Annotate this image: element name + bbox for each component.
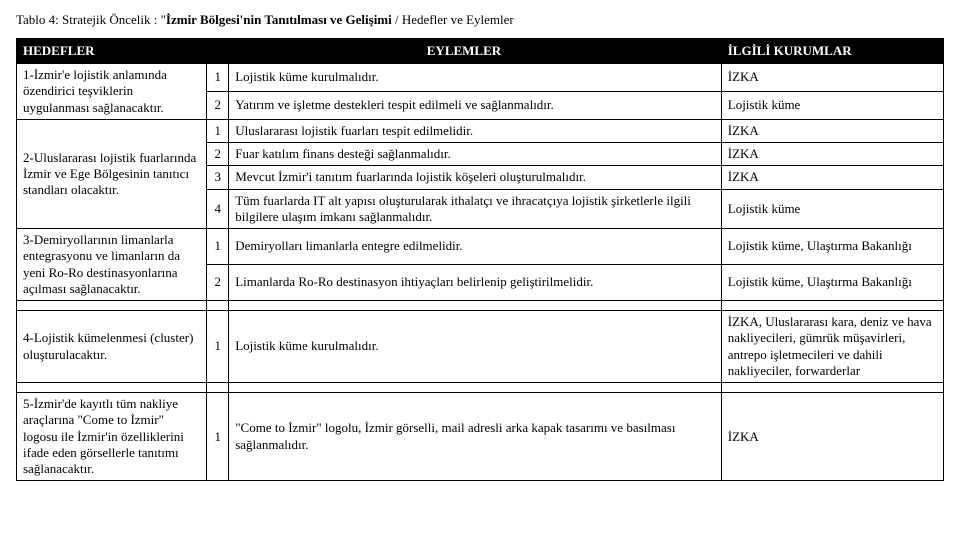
institution-text: Lojistik küme, Ulaştırma Bakanlığı [721,265,943,301]
action-text: Yatırım ve işletme destekleri tespit edi… [229,91,722,119]
header-hedefler: HEDEFLER [17,39,207,64]
header-ilgili: İLGİLİ KURUMLAR [721,39,943,64]
action-number: 1 [207,311,229,383]
action-number: 1 [207,64,229,92]
action-text: Fuar katılım finans desteği sağlanmalıdı… [229,143,722,166]
action-number: 2 [207,265,229,301]
goal-cell: 4-Lojistik kümelenmesi (cluster) oluştur… [17,311,207,383]
action-text: Lojistik küme kurulmalıdır. [229,311,722,383]
caption-prefix: Tablo 4: Stratejik Öncelik : " [16,12,166,27]
table-caption: Tablo 4: Stratejik Öncelik : "İzmir Bölg… [16,12,944,28]
spacer-row [17,383,944,393]
action-number: 4 [207,189,229,229]
action-text: "Come to İzmir" logolu, İzmir görselli, … [229,393,722,481]
institution-text: İZKA [721,64,943,92]
action-number: 1 [207,229,229,265]
action-text: Uluslararası lojistik fuarları tespit ed… [229,119,722,142]
institution-text: İZKA [721,143,943,166]
caption-bold: İzmir Bölgesi'nin Tanıtılması ve Gelişim… [166,12,392,27]
spacer-row [17,301,944,311]
institution-text: Lojistik küme [721,189,943,229]
goal-cell: 3-Demiryollarının limanlarla entegrasyon… [17,229,207,301]
goal-cell: 2-Uluslararası lojistik fuarlarında İzmi… [17,119,207,228]
table-row: 1-İzmir'e lojistik anlamında özendirici … [17,64,944,92]
action-text: Mevcut İzmir'i tanıtım fuarlarında lojis… [229,166,722,189]
action-text: Limanlarda Ro-Ro destinasyon ihtiyaçları… [229,265,722,301]
institution-text: İZKA, Uluslararası kara, deniz ve hava n… [721,311,943,383]
action-number: 2 [207,143,229,166]
institution-text: İZKA [721,393,943,481]
goal-cell: 1-İzmir'e lojistik anlamında özendirici … [17,64,207,120]
action-number: 3 [207,166,229,189]
institution-text: İZKA [721,166,943,189]
table-row: 2-Uluslararası lojistik fuarlarında İzmi… [17,119,944,142]
action-text: Demiryolları limanlarla entegre edilmeli… [229,229,722,265]
institution-text: Lojistik küme [721,91,943,119]
caption-suffix: / Hedefler ve Eylemler [392,12,514,27]
action-text: Tüm fuarlarda IT alt yapısı oluşturulara… [229,189,722,229]
institution-text: Lojistik küme, Ulaştırma Bakanlığı [721,229,943,265]
goal-cell: 5-İzmir'de kayıtlı tüm nakliye araçların… [17,393,207,481]
table-row: 4-Lojistik kümelenmesi (cluster) oluştur… [17,311,944,383]
header-eylemler: EYLEMLER [207,39,722,64]
action-number: 1 [207,393,229,481]
strategic-table: HEDEFLER EYLEMLER İLGİLİ KURUMLAR 1-İzmi… [16,38,944,481]
table-header-row: HEDEFLER EYLEMLER İLGİLİ KURUMLAR [17,39,944,64]
table-row: 3-Demiryollarının limanlarla entegrasyon… [17,229,944,265]
action-number: 1 [207,119,229,142]
institution-text: İZKA [721,119,943,142]
table-row: 5-İzmir'de kayıtlı tüm nakliye araçların… [17,393,944,481]
action-number: 2 [207,91,229,119]
action-text: Lojistik küme kurulmalıdır. [229,64,722,92]
